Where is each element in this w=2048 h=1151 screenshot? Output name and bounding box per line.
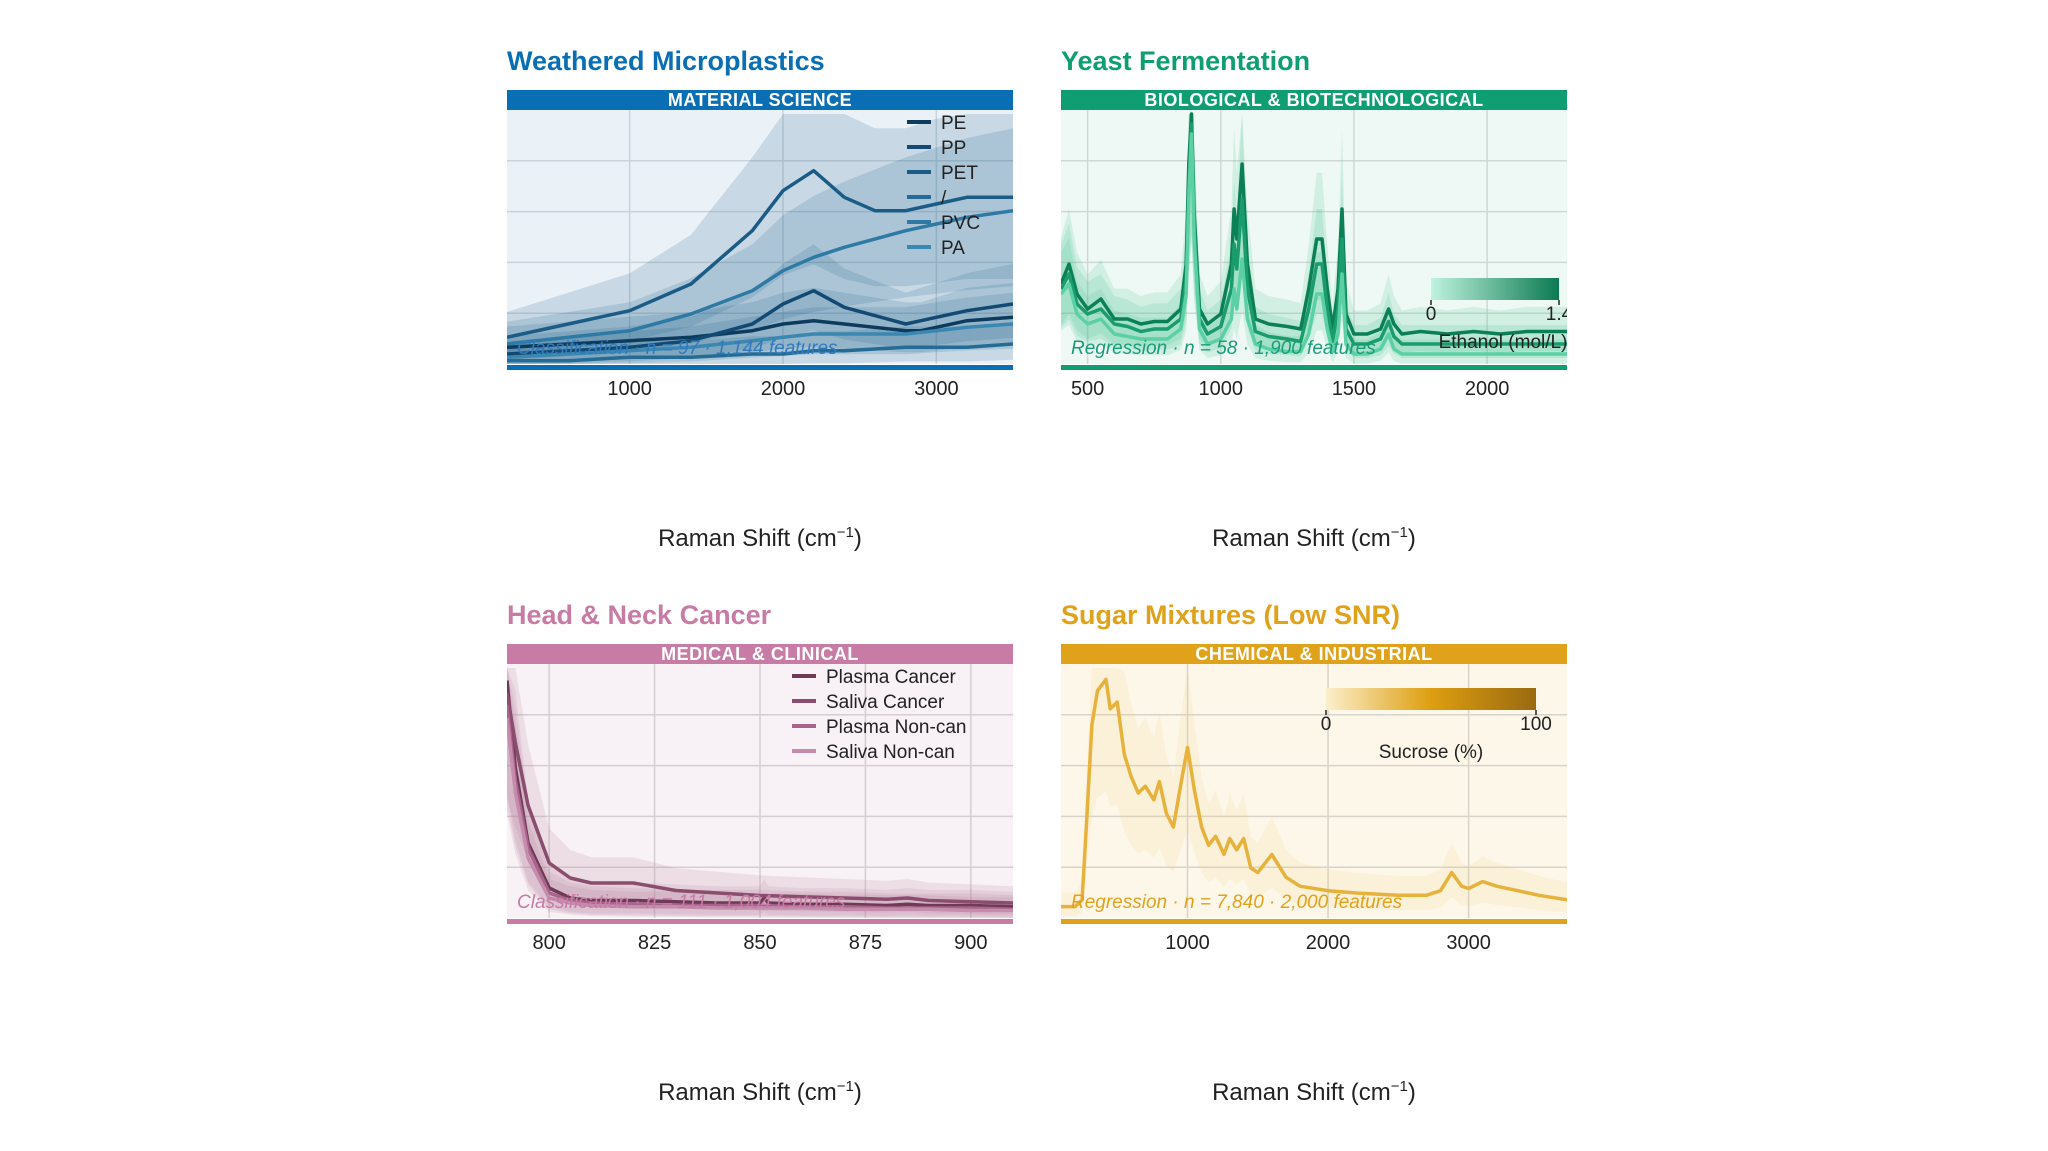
series-band	[507, 114, 1013, 356]
legend-label: Plasma Non-can	[826, 717, 966, 738]
x-tick-label: 2000	[1465, 378, 1510, 400]
plot-background	[507, 110, 1013, 364]
colorbar-label: Sucrose (%)	[1379, 742, 1484, 763]
x-tick-label: 3000	[914, 378, 959, 400]
panel-title: Weathered Microplastics	[507, 46, 825, 76]
x-tick-label: 1500	[1332, 378, 1377, 400]
legend-label: Plasma Cancer	[826, 667, 957, 688]
chart-svg: 1000 2000 3000 Classification · n = 97 · 1,…	[507, 110, 1013, 400]
x-tick-label: 3000	[1446, 932, 1491, 954]
series-line	[507, 342, 1013, 363]
series-line	[507, 168, 1013, 340]
footnote: Regression · n = 58 · 1,900 features	[1071, 338, 1376, 359]
footnote: Classification · n = 97 · 1,144 features	[517, 338, 838, 359]
colorbar-min-label: 0	[1426, 304, 1437, 325]
x-tick-label: 500	[1071, 378, 1104, 400]
x-axis-label: Raman Shift (cm−1)	[1212, 524, 1416, 552]
series-band	[507, 128, 1013, 360]
series-line	[507, 692, 1013, 905]
legend-label: PVC	[941, 213, 980, 234]
x-axis-line	[1061, 919, 1567, 924]
category-band: CHEMICAL & INDUSTRIAL	[1061, 644, 1567, 664]
footnote: Classification · n = 111 · 1,004 feature…	[517, 892, 846, 913]
legend-label: Saliva Non-can	[826, 742, 955, 763]
x-tick-label: 1000	[1199, 378, 1244, 400]
colorbar-max-label: 1.4	[1546, 304, 1567, 325]
series-line	[507, 288, 1013, 356]
panel-title: Yeast Fermentation	[1061, 46, 1311, 76]
legend-label: PP	[941, 138, 966, 159]
panel-title: Head & Neck Cancer	[507, 600, 772, 630]
x-axis-line	[1061, 365, 1567, 370]
series-line	[507, 208, 1013, 346]
panel-microplastics: Weathered Microplastics MATERIAL SCIENCE…	[507, 46, 1067, 586]
series-line	[1061, 677, 1567, 909]
x-axis-line	[507, 365, 1013, 370]
x-tick-label: 850	[743, 932, 776, 954]
series-band	[1061, 114, 1567, 364]
chart-svg: 500 1000 1500 2000 Regression · n = 58 · 1,9…	[1061, 110, 1567, 400]
chart-svg: 800 825 850 875 900 Classification · n = 111 …	[507, 664, 1013, 954]
category-band: MATERIAL SCIENCE	[507, 90, 1013, 110]
series-line	[1061, 122, 1567, 346]
colorbar	[1431, 278, 1559, 300]
x-axis-label: Raman Shift (cm−1)	[658, 524, 862, 552]
legend-label: /	[941, 188, 947, 209]
series-line	[507, 680, 1013, 909]
panel-title: Sugar Mixtures (Low SNR)	[1061, 600, 1401, 630]
x-axis-line	[507, 919, 1013, 924]
colorbar	[1326, 688, 1536, 710]
panel-cancer: Head & Neck Cancer MEDICAL & CLINICAL 80…	[507, 600, 1067, 1140]
panel-sugar: Sugar Mixtures (Low SNR) CHEMICAL & INDU…	[1061, 600, 1621, 1140]
x-tick-label: 1000	[1165, 932, 1210, 954]
x-axis-label: Raman Shift (cm−1)	[1212, 1078, 1416, 1106]
panel-yeast: Yeast Fermentation BIOLOGICAL & BIOTECHN…	[1061, 46, 1621, 586]
legend-label: PA	[941, 238, 965, 259]
series-line	[1061, 112, 1567, 336]
x-tick-label: 2000	[761, 378, 806, 400]
legend-label: PE	[941, 113, 966, 134]
category-band: BIOLOGICAL & BIOTECHNOLOGICAL	[1061, 90, 1567, 110]
x-tick-label: 800	[532, 932, 565, 954]
legend-label: PET	[941, 163, 978, 184]
x-tick-label: 875	[849, 932, 882, 954]
series-band	[1061, 668, 1567, 917]
x-tick-label: 825	[638, 932, 671, 954]
category-band: MEDICAL & CLINICAL	[507, 644, 1013, 664]
legend-label: Saliva Cancer	[826, 692, 945, 713]
series-line	[507, 315, 1013, 350]
colorbar-max-label: 100	[1520, 714, 1552, 735]
x-tick-label: 900	[954, 932, 987, 954]
x-tick-label: 1000	[607, 378, 652, 400]
colorbar-min-label: 0	[1321, 714, 1332, 735]
series-line	[507, 322, 1013, 360]
x-tick-label: 2000	[1306, 932, 1351, 954]
footnote: Regression · n = 7,840 · 2,000 features	[1071, 892, 1403, 913]
series-line	[507, 717, 1013, 913]
x-axis-label: Raman Shift (cm−1)	[658, 1078, 862, 1106]
colorbar-label: Ethanol (mol/L)	[1439, 332, 1567, 353]
series-line	[1061, 132, 1567, 356]
